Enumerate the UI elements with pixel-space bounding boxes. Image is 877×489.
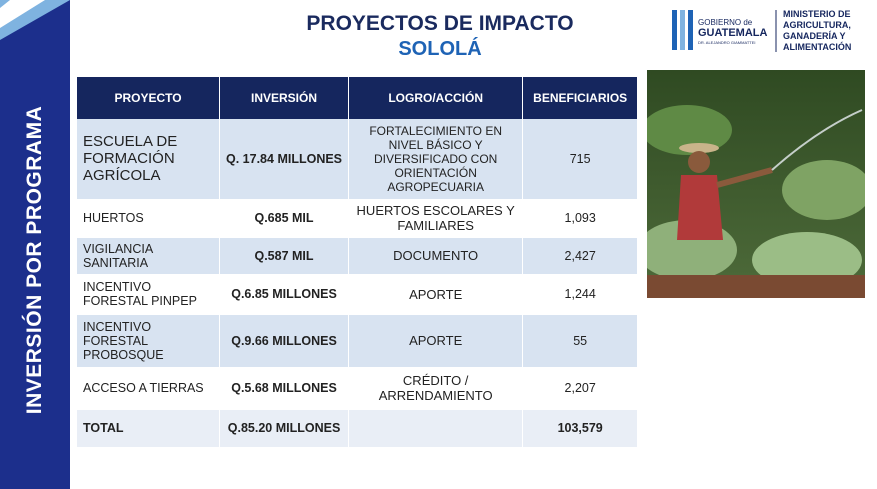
table-cell: APORTE	[348, 274, 524, 315]
ministry-line: ALIMENTACIÓN	[783, 41, 851, 52]
table-cell: CRÉDITO / ARRENDAMIENTO	[348, 367, 524, 410]
table-cell: VIGILANCIA SANITARIA	[77, 237, 221, 275]
table-cell	[348, 409, 524, 448]
gov-line: GOBIERNO de	[698, 18, 753, 27]
logo: GOBIERNO de GUATEMALA DR. ALEJANDRO GIAM…	[672, 9, 851, 52]
table-cell: 1,244	[522, 274, 638, 315]
photo	[647, 70, 865, 298]
table-row: VIGILANCIA SANITARIA Q.587 MIL DOCUMENTO 2,…	[77, 237, 638, 275]
sidebar-title: INVERSIÓN POR PROGRAMA	[23, 105, 46, 415]
table-cell: 2,207	[522, 367, 638, 410]
ministry-line: GANADERÍA Y	[783, 31, 846, 41]
table: PROYECTO INVERSIÓN LOGRO/ACCIÓN BENEFICIARI…	[77, 77, 638, 448]
table-row: HUERTOS Q.685 MIL HUERTOS ESCOLARES Y FAMI…	[77, 199, 638, 238]
table-cell: 1,093	[522, 199, 638, 238]
table-cell: 2,427	[522, 237, 638, 275]
table-cell: Q.85.20 MILLONES	[219, 409, 350, 448]
column-header: BENEFICIARIOS	[522, 77, 638, 119]
subtitle: SOLOLÁ	[398, 38, 482, 60]
column-header: PROYECTO	[77, 77, 221, 119]
table-cell: HUERTOS ESCOLARES Y FAMILIARES	[348, 199, 524, 238]
ministry-line: MINISTERIO DE	[783, 9, 851, 19]
table-row: INCENTIVO FORESTAL PROBOSQUE Q.9.66 MILLO…	[77, 314, 638, 368]
table-cell: 715	[522, 119, 638, 200]
ministry-line: AGRICULTURA,	[783, 20, 851, 30]
sidebar: INVERSIÓN POR PROGRAMA	[0, 0, 70, 489]
title: PROYECTOS DE IMPACTO	[306, 12, 574, 35]
table-cell: ESCUELA DE FORMACIÓN AGRÍCOLA	[77, 119, 221, 200]
table-cell: Q. 17.84 MILLONES	[219, 119, 350, 200]
table-cell: Q.5.68 MILLONES	[219, 367, 350, 410]
table-cell: Q.9.66 MILLONES	[219, 314, 350, 368]
column-header: LOGRO/ACCIÓN	[348, 77, 524, 119]
table-row: INCENTIVO FORESTAL PINPEP Q.6.85 MILLONES…	[77, 274, 638, 315]
table-row: ESCUELA DE FORMACIÓN AGRÍCOLA Q. 17.84 MI…	[77, 119, 638, 200]
gov-line: DR. ALEJANDRO GIAMMATTEI	[698, 40, 756, 45]
table-row: ACCESO A TIERRAS Q.5.68 MILLONES CRÉDITO /…	[77, 367, 638, 410]
table-cell: FORTALECIMIENTO EN NIVEL BÁSICO Y DIVERS…	[348, 119, 524, 200]
table-row: TOTAL Q.85.20 MILLONES 103,579	[77, 409, 638, 448]
table-cell: 103,579	[522, 409, 638, 448]
table-cell: DOCUMENTO	[348, 237, 524, 275]
table-cell: Q.587 MIL	[219, 237, 350, 275]
gov-line: GUATEMALA	[698, 27, 768, 39]
table-cell: INCENTIVO FORESTAL PINPEP	[77, 274, 221, 315]
table-cell: TOTAL	[77, 409, 221, 448]
table-cell: HUERTOS	[77, 199, 221, 238]
column-header: INVERSIÓN	[219, 77, 350, 119]
table-cell: APORTE	[348, 314, 524, 368]
flag	[0, 0, 70, 40]
table-cell: ACCESO A TIERRAS	[77, 367, 221, 410]
table-cell: Q.6.85 MILLONES	[219, 274, 350, 315]
table-cell: Q.685 MIL	[219, 199, 350, 238]
table-cell: 55	[522, 314, 638, 368]
table-cell: INCENTIVO FORESTAL PROBOSQUE	[77, 314, 221, 368]
